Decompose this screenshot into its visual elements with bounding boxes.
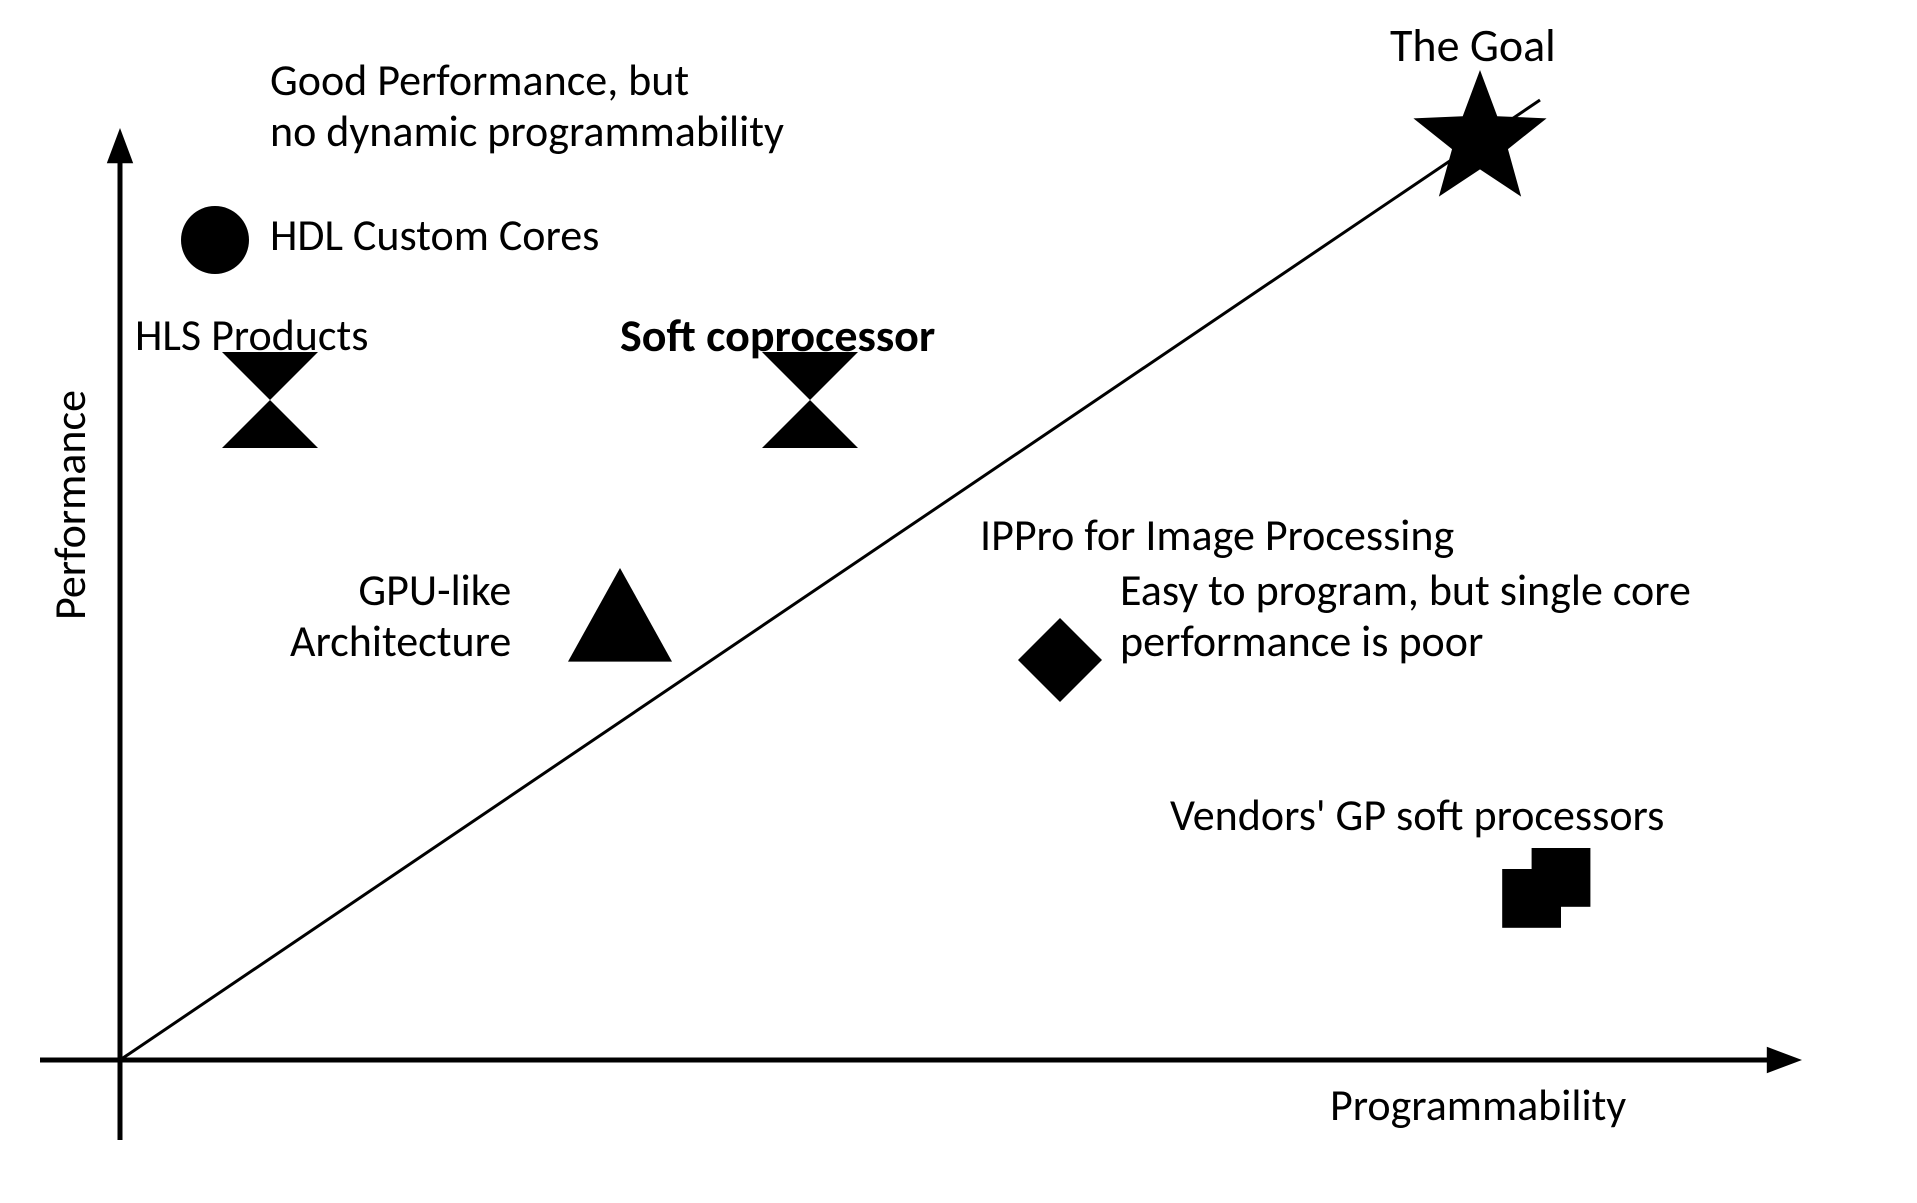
point-label-hls_products: HLS Products	[135, 310, 368, 361]
point-label-soft_coprocessor: Soft coprocessor	[620, 310, 935, 363]
annotation-top_left_note: Good Performance, but no dynamic program…	[270, 55, 784, 156]
y-axis-label: Performance	[45, 390, 96, 620]
point-label-ippro: IPPro for Image Processing	[980, 510, 1454, 561]
scatter-chart: HDL Custom Cores HLS Products Soft coproce…	[0, 0, 1917, 1203]
point-label-vendors_gp: Vendors' GP soft processors	[1170, 790, 1664, 841]
x-axis-label: Programmability	[1330, 1080, 1626, 1131]
annotation-ippro_note: Easy to program, but single core perform…	[1120, 565, 1691, 666]
point-label-gpu_like: GPU-like Architecture	[290, 565, 511, 666]
point-label-the_goal: The Goal	[1390, 20, 1556, 73]
point-label-hdl_custom_cores: HDL Custom Cores	[270, 210, 599, 261]
